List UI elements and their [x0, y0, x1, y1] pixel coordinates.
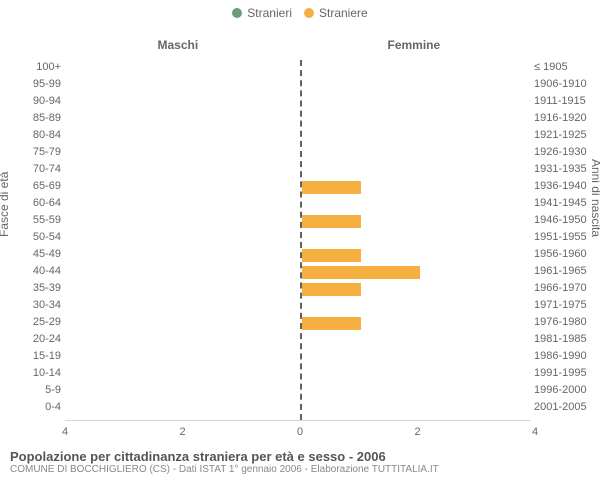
birth-label: 1946-1950: [534, 214, 599, 226]
x-tick: 0: [290, 426, 310, 438]
bar-female: [302, 283, 361, 296]
legend: Stranieri Straniere: [0, 0, 600, 20]
bar-female: [302, 181, 361, 194]
population-pyramid-chart: Fasce di età Anni di nascita MaschiFemmi…: [0, 20, 600, 445]
section-label-male: Maschi: [158, 38, 199, 52]
legend-male: Stranieri: [232, 6, 292, 20]
birth-label: 1906-1910: [534, 78, 599, 90]
birth-label: 1916-1920: [534, 112, 599, 124]
birth-label: 1911-1915: [534, 95, 599, 107]
age-label: 55-59: [13, 214, 61, 226]
age-label: 45-49: [13, 248, 61, 260]
birth-label: 1926-1930: [534, 146, 599, 158]
birth-label: 1981-1985: [534, 333, 599, 345]
x-tick: 4: [55, 426, 75, 438]
birth-label: 1931-1935: [534, 163, 599, 175]
age-label: 90-94: [13, 95, 61, 107]
x-axis: [65, 420, 530, 421]
age-label: 40-44: [13, 265, 61, 277]
age-label: 10-14: [13, 367, 61, 379]
age-label: 100+: [13, 61, 61, 73]
birth-label: 1976-1980: [534, 316, 599, 328]
birth-label: 1971-1975: [534, 299, 599, 311]
legend-female: Straniere: [304, 6, 368, 20]
birth-label: 1956-1960: [534, 248, 599, 260]
age-label: 35-39: [13, 282, 61, 294]
caption: Popolazione per cittadinanza straniera p…: [0, 445, 600, 475]
age-label: 30-34: [13, 299, 61, 311]
age-label: 85-89: [13, 112, 61, 124]
bar-female: [302, 317, 361, 330]
age-label: 80-84: [13, 129, 61, 141]
age-label: 25-29: [13, 316, 61, 328]
x-tick: 2: [408, 426, 428, 438]
birth-label: 1951-1955: [534, 231, 599, 243]
dot-icon: [232, 8, 242, 18]
birth-label: 1966-1970: [534, 282, 599, 294]
center-line: [300, 60, 302, 420]
section-label-female: Femmine: [388, 38, 441, 52]
age-label: 50-54: [13, 231, 61, 243]
age-label: 95-99: [13, 78, 61, 90]
birth-label: 1921-1925: [534, 129, 599, 141]
x-tick: 2: [173, 426, 193, 438]
birth-label: 1936-1940: [534, 180, 599, 192]
birth-label: 1991-1995: [534, 367, 599, 379]
birth-label: ≤ 1905: [534, 61, 599, 73]
bar-female: [302, 249, 361, 262]
axis-left-title: Fasce di età: [0, 172, 11, 237]
age-label: 20-24: [13, 333, 61, 345]
birth-label: 1986-1990: [534, 350, 599, 362]
dot-icon: [304, 8, 314, 18]
caption-subtitle: COMUNE DI BOCCHIGLIERO (CS) - Dati ISTAT…: [10, 464, 590, 475]
birth-label: 1961-1965: [534, 265, 599, 277]
birth-label: 1996-2000: [534, 384, 599, 396]
caption-title: Popolazione per cittadinanza straniera p…: [10, 449, 590, 464]
age-label: 0-4: [13, 401, 61, 413]
age-label: 5-9: [13, 384, 61, 396]
bar-female: [302, 215, 361, 228]
birth-label: 1941-1945: [534, 197, 599, 209]
age-label: 75-79: [13, 146, 61, 158]
age-label: 15-19: [13, 350, 61, 362]
bar-female: [302, 266, 420, 279]
birth-label: 2001-2005: [534, 401, 599, 413]
legend-male-label: Stranieri: [247, 6, 292, 20]
age-label: 65-69: [13, 180, 61, 192]
age-label: 70-74: [13, 163, 61, 175]
x-tick: 4: [525, 426, 545, 438]
age-label: 60-64: [13, 197, 61, 209]
legend-female-label: Straniere: [319, 6, 368, 20]
